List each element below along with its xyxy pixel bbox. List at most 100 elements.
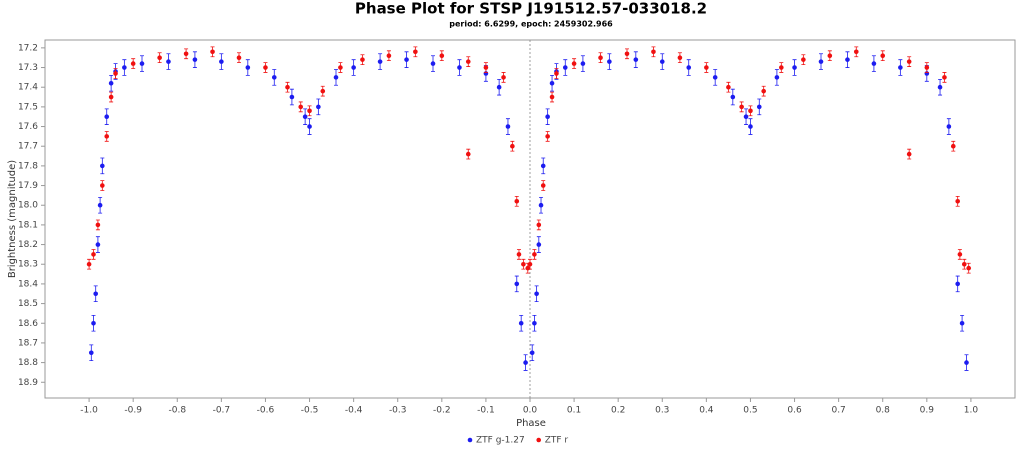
y-tick-label: 18.5 [18,299,38,309]
chart-subtitle: period: 6.6299, epoch: 2459302.966 [449,20,613,29]
y-tick-label: 17.2 [18,43,38,53]
x-tick-label: 0.7 [831,406,845,416]
data-point [607,59,612,64]
data-point [957,252,963,257]
x-tick-label: 0.9 [920,406,935,416]
x-tick-label: -0.2 [433,406,451,416]
data-point [514,281,520,287]
legend-marker [536,437,542,443]
data-point [534,291,539,297]
data-point [580,61,586,66]
data-point [338,65,343,70]
data-point [955,198,960,204]
x-tick-label: 0.2 [611,406,625,416]
data-point [538,202,544,208]
data-point [562,65,568,70]
y-tick-label: 18.8 [18,358,38,368]
data-point [761,88,766,94]
data-point [906,59,912,64]
data-point [924,65,930,70]
data-point [139,61,145,66]
data-point [554,71,559,76]
y-tick-label: 17.7 [18,142,38,152]
data-point [726,84,731,90]
data-point [97,202,103,208]
data-point [113,71,118,76]
data-point [505,124,511,129]
data-point [598,55,603,61]
data-point [166,59,171,64]
x-tick-label: 0.3 [655,406,669,416]
x-tick-label: 0.0 [523,406,538,416]
data-point [871,61,877,66]
data-point [298,104,304,110]
x-tick-label: -0.6 [257,406,275,416]
data-point [377,59,383,64]
data-point [827,53,833,59]
data-point [413,49,418,55]
data-point [518,320,524,326]
data-point [549,80,555,86]
data-point [712,75,718,80]
data-point [624,51,630,57]
data-point [774,75,780,80]
data-point [516,252,522,257]
data-point [351,65,356,70]
data-point [271,75,277,80]
x-tick-label: 0.6 [787,406,802,416]
data-point [739,104,744,110]
legend-label: ZTF g-1.27 [476,436,525,446]
x-tick-label: 0.5 [743,406,757,416]
data-point [545,134,550,139]
legend-marker [467,437,473,443]
y-tick-label: 17.4 [18,83,38,93]
data-point [404,57,409,62]
data-point [525,265,531,271]
data-point [818,59,824,64]
data-point [386,53,392,59]
y-tick-label: 18.6 [18,319,38,329]
data-point [245,65,251,70]
data-point [108,94,114,100]
data-point [501,75,506,80]
data-point [439,53,445,59]
data-point [532,252,537,257]
data-point [942,75,947,80]
y-tick-label: 17.6 [18,122,38,132]
data-point [880,53,886,59]
data-point [937,84,943,90]
data-point [677,55,683,61]
data-point [536,222,542,228]
y-tick-label: 18.3 [18,260,38,270]
y-tick-label: 18.1 [18,220,38,230]
data-point [966,265,972,271]
data-point [527,261,533,267]
data-point [730,94,736,100]
data-point [853,49,859,55]
data-point [91,320,96,326]
data-point [523,360,528,365]
y-tick-label: 18.4 [18,279,38,289]
data-point [302,114,308,120]
y-tick-label: 18.0 [18,201,38,211]
data-point [633,57,639,62]
data-point [263,65,268,70]
data-point [496,84,502,90]
data-point [659,59,665,64]
data-point [704,65,709,70]
x-tick-label: 0.1 [567,406,581,416]
y-tick-label: 17.8 [18,161,38,171]
data-point [95,222,101,228]
data-point [532,320,537,326]
data-point [88,350,94,356]
data-point [483,65,489,70]
y-tick-label: 17.9 [18,181,38,191]
data-point [95,242,101,247]
data-point [792,65,797,70]
data-point [183,51,189,57]
data-point [845,57,850,62]
x-tick-label: -0.3 [389,406,407,416]
data-point [743,114,749,120]
data-point [898,65,903,70]
